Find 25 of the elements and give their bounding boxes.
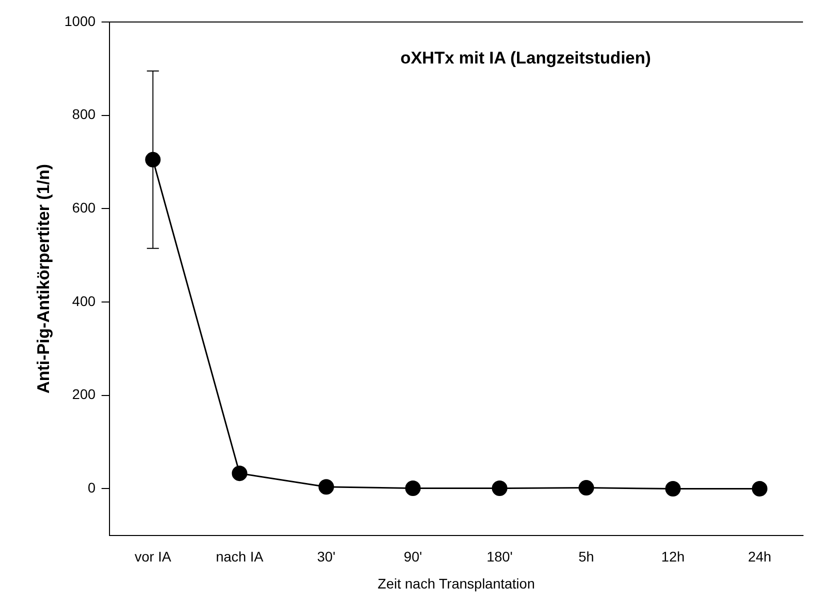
- x-tick-label: nach IA: [216, 548, 264, 565]
- x-tick-label: 12h: [661, 548, 685, 565]
- point: [318, 479, 334, 495]
- x-tick-label: 24h: [748, 548, 772, 565]
- x-tick-label: 90': [404, 548, 422, 565]
- point: [405, 480, 421, 496]
- y-tick-label: 0: [88, 480, 96, 496]
- x-tick-label: vor IA: [134, 548, 172, 565]
- point: [492, 480, 508, 496]
- text: oXHTx mit IA (Langzeitstudien): [400, 48, 651, 68]
- y-tick-label: 1000: [64, 12, 96, 29]
- y-axis-title: Anti-Pig-Antikörpertiter (1/n): [34, 164, 53, 394]
- x-tick-label: 180': [486, 548, 513, 565]
- point: [752, 480, 768, 496]
- point: [578, 480, 594, 496]
- x-tick-label: 30': [317, 548, 336, 565]
- point: [145, 152, 161, 168]
- x-tick-label: 5h: [578, 548, 594, 565]
- y-tick-label: 600: [72, 200, 96, 216]
- point: [665, 480, 681, 496]
- y-tick-label: 400: [72, 292, 96, 309]
- x-axis-title: Zeit nach Transplantation: [378, 575, 535, 592]
- y-tick-label: 800: [72, 106, 96, 122]
- point: [232, 466, 248, 482]
- y-tick-label: 200: [72, 386, 96, 402]
